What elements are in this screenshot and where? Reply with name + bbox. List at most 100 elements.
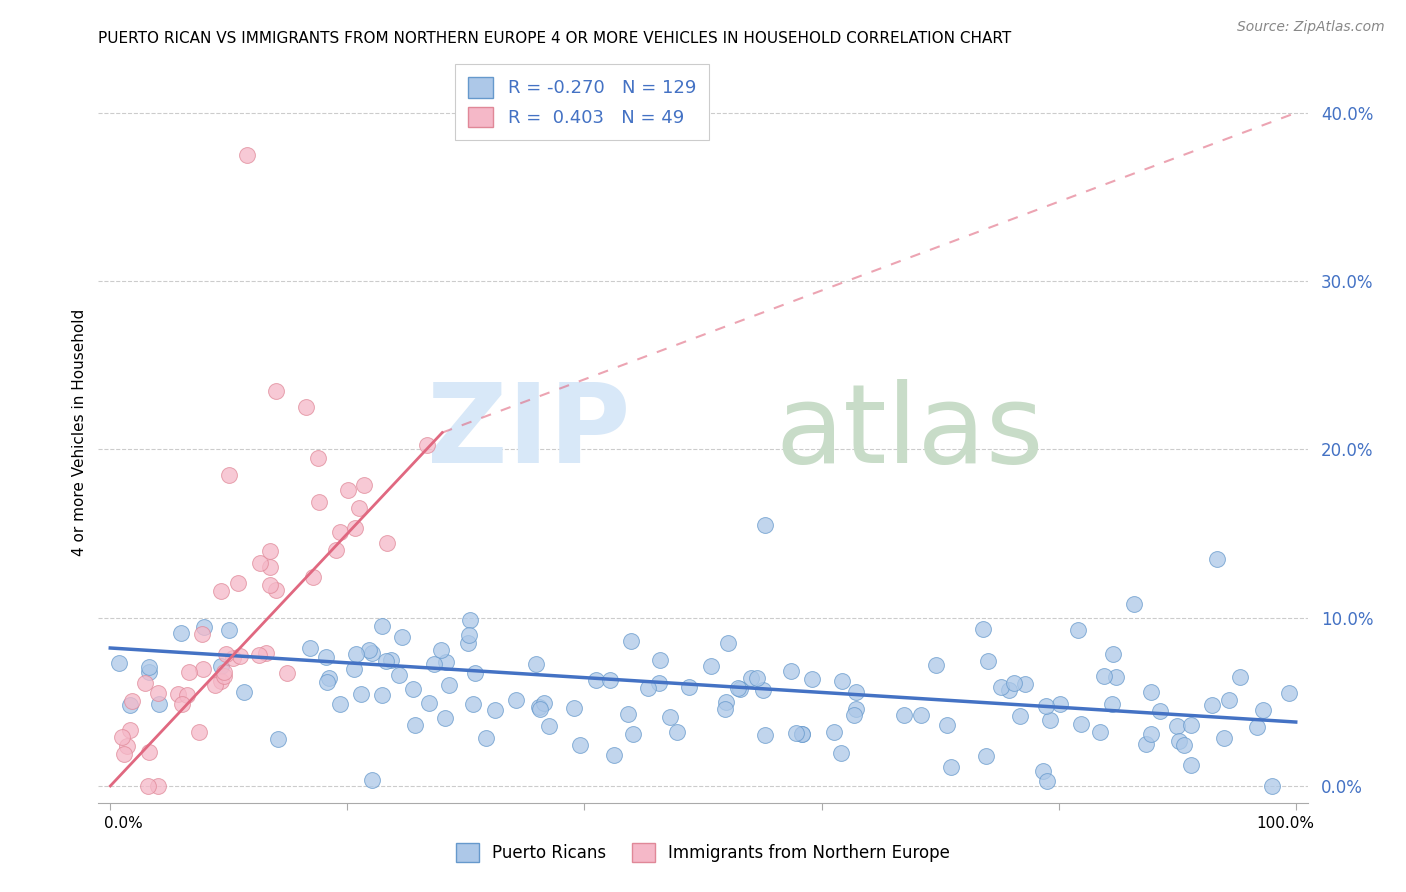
Point — [148, 697, 170, 711]
Point — [484, 703, 506, 717]
Point — [247, 648, 270, 662]
Point — [370, 689, 392, 703]
Point — [170, 698, 193, 712]
Point — [1168, 734, 1191, 748]
Point — [599, 673, 621, 688]
Point — [792, 727, 814, 741]
Point — [1149, 704, 1171, 718]
Point — [325, 543, 347, 558]
Point — [329, 524, 352, 539]
Point — [404, 718, 426, 732]
Point — [1253, 703, 1275, 717]
Point — [259, 578, 281, 592]
Point — [936, 718, 959, 732]
Point — [121, 694, 143, 708]
Point — [1092, 669, 1115, 683]
Point — [1173, 738, 1195, 752]
Point — [527, 700, 550, 714]
Point — [344, 647, 367, 661]
Point — [229, 649, 252, 664]
Point — [193, 620, 215, 634]
Point — [1201, 698, 1223, 712]
Point — [232, 684, 254, 698]
Point — [972, 622, 994, 636]
Point — [845, 685, 868, 699]
Point — [658, 710, 681, 724]
Point — [350, 687, 373, 701]
Point — [713, 701, 735, 715]
Point — [249, 556, 271, 570]
Point — [254, 646, 277, 660]
Point — [785, 726, 807, 740]
Point — [1035, 774, 1057, 789]
Point — [136, 779, 159, 793]
Point — [222, 651, 245, 665]
Point — [1246, 720, 1268, 734]
Point — [648, 675, 671, 690]
Point — [1140, 727, 1163, 741]
Point — [1213, 731, 1236, 746]
Point — [380, 653, 402, 667]
Point — [458, 613, 481, 627]
Point — [337, 483, 360, 497]
Point — [259, 544, 281, 558]
Point — [780, 664, 803, 678]
Text: ZIP: ZIP — [427, 379, 630, 486]
Point — [146, 779, 169, 793]
Point — [177, 665, 200, 679]
Point — [111, 730, 134, 744]
Point — [1166, 719, 1188, 733]
Point — [617, 706, 640, 721]
Point — [728, 682, 751, 697]
Point — [1205, 551, 1227, 566]
Point — [226, 575, 249, 590]
Point — [318, 672, 340, 686]
Point — [831, 674, 853, 689]
Point — [422, 657, 444, 671]
Point — [801, 672, 824, 686]
Point — [464, 665, 486, 680]
Point — [176, 688, 198, 702]
Point — [209, 659, 232, 673]
Point — [603, 747, 626, 762]
Point — [1032, 764, 1054, 778]
Point — [371, 619, 394, 633]
Point — [212, 669, 235, 683]
Point — [1261, 779, 1284, 793]
Point — [533, 696, 555, 710]
Point — [375, 654, 398, 668]
Point — [146, 686, 169, 700]
Point — [1139, 685, 1161, 699]
Point — [391, 630, 413, 644]
Point — [138, 745, 160, 759]
Point — [315, 649, 337, 664]
Point — [1135, 737, 1157, 751]
Point — [585, 673, 607, 688]
Point — [727, 681, 749, 696]
Point — [235, 148, 257, 162]
Point — [1218, 693, 1240, 707]
Point — [429, 643, 451, 657]
Point — [120, 698, 142, 713]
Point — [266, 583, 288, 598]
Point — [637, 681, 659, 696]
Point — [218, 467, 240, 482]
Point — [924, 658, 946, 673]
Point — [754, 518, 776, 533]
Point — [347, 501, 370, 516]
Point — [650, 653, 672, 667]
Point — [1049, 697, 1071, 711]
Point — [1229, 670, 1251, 684]
Point — [823, 724, 845, 739]
Point — [1039, 713, 1062, 727]
Point — [475, 731, 498, 745]
Point — [830, 746, 852, 760]
Point — [893, 708, 915, 723]
Point — [308, 495, 330, 509]
Point — [845, 701, 868, 715]
Point — [665, 725, 688, 739]
Point — [977, 654, 1000, 668]
Point — [1035, 698, 1057, 713]
Point — [524, 657, 547, 671]
Point — [166, 687, 188, 701]
